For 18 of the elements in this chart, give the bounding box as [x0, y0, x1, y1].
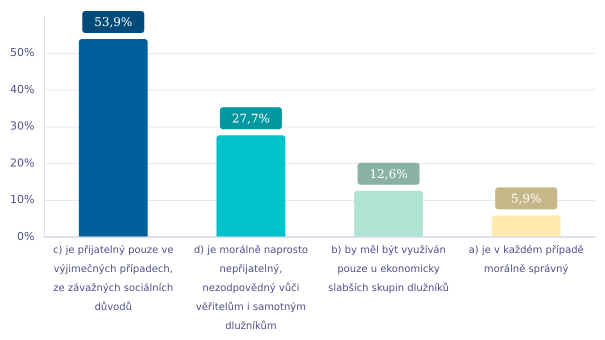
y-tick-label: 10% [10, 193, 34, 206]
x-tick-label: c) je přijatelný pouze ve výjimečných případech, ze závažných sociálních důvodů [52, 245, 174, 314]
x-tick-label: a) je v každém případě morálně správný [468, 245, 584, 276]
y-tick-label: 50% [10, 46, 34, 60]
y-tick-label: 40% [10, 82, 34, 96]
bar [216, 135, 286, 236]
x-tick-label: d) je morálně naprosto nepřijatelný, nezodpovědný vůči věřitelům i samotným dlužníkům [194, 245, 308, 332]
data-label: 53,9% [94, 15, 132, 30]
bar [78, 39, 148, 236]
bar [492, 215, 561, 236]
x-tick-label: b) by měl být využíván pouze u ekonomicky slabších skupin dlužníků [328, 245, 449, 294]
y-tick-label: 0% [16, 230, 34, 243]
data-label: 12,6% [369, 166, 408, 181]
data-label: 27,7% [232, 111, 270, 126]
y-tick-label: 20% [10, 156, 34, 170]
data-label: 5,9% [510, 191, 542, 206]
bar [354, 190, 423, 236]
y-tick-label: 30% [10, 120, 34, 133]
